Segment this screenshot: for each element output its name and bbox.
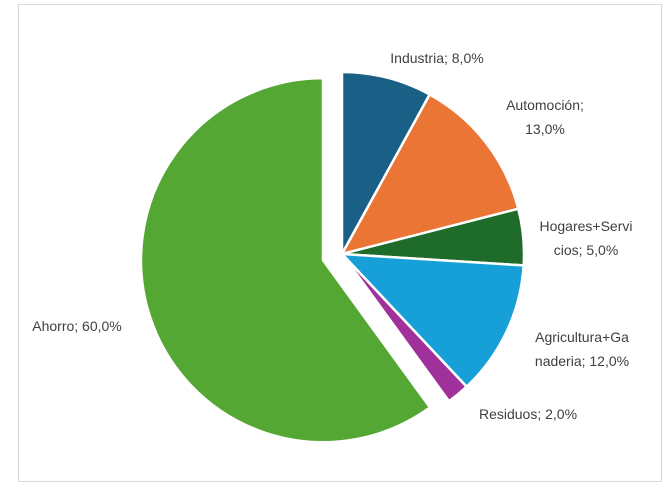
pie-slice-industria bbox=[340, 70, 431, 256]
data-label-hogares-servicios: Hogares+Servi cios; 5,0% bbox=[540, 218, 633, 258]
pie-slice-residuos bbox=[340, 252, 468, 403]
pie-slice-automoci-n bbox=[340, 93, 520, 256]
data-label-industria: Industria; 8,0% bbox=[390, 50, 483, 66]
pie-slice-ahorro bbox=[139, 76, 432, 444]
data-label-agricultura-ganaderia: Agricultura+Ga naderia; 12,0% bbox=[535, 329, 629, 369]
pie-slices bbox=[139, 70, 526, 444]
data-label-automoci-n: Automoción; 13,0% bbox=[506, 97, 584, 137]
data-label-residuos: Residuos; 2,0% bbox=[479, 406, 577, 422]
data-label-ahorro: Ahorro; 60,0% bbox=[32, 318, 122, 334]
pie-slice-agricultura-ganaderia bbox=[340, 252, 525, 388]
pie-labels: Industria; 8,0% Automoción; 13,0% Hogares+S… bbox=[32, 50, 632, 422]
